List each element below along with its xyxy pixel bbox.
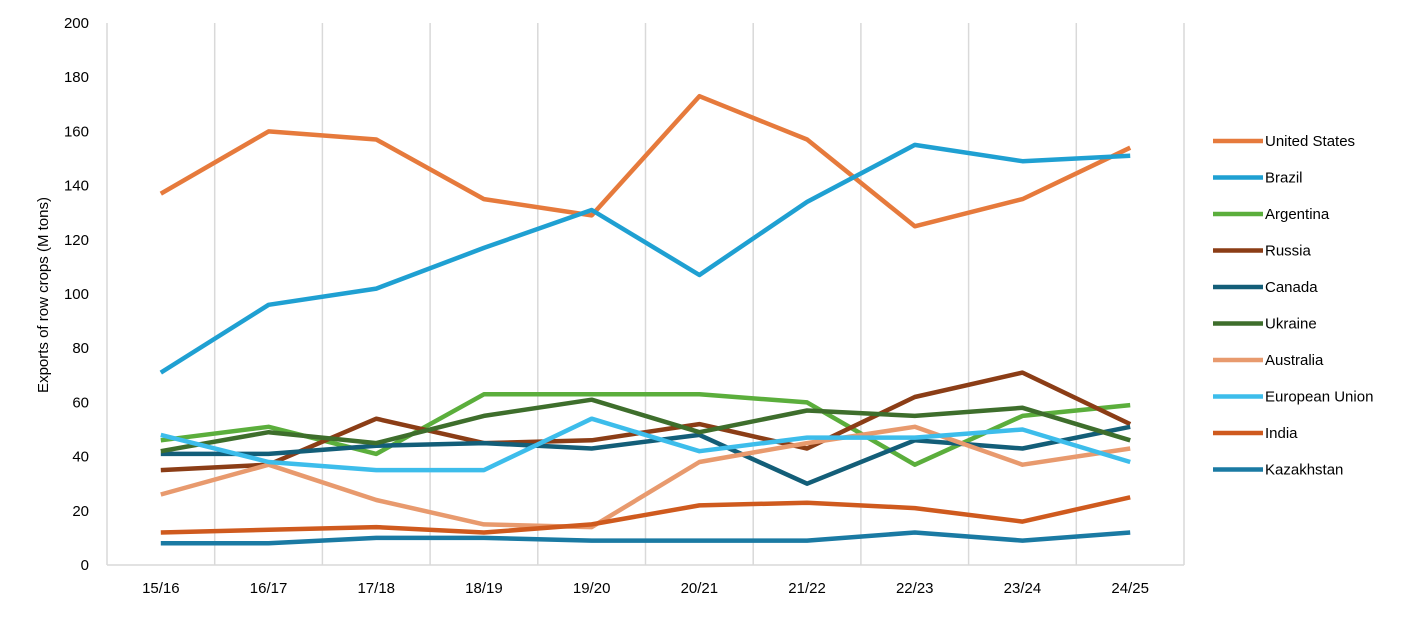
gridlines — [106, 23, 1185, 565]
legend-label-ukraine: Ukraine — [1265, 316, 1317, 333]
y-tick-label: 100 — [64, 286, 89, 303]
legend-label-european-union: European Union — [1265, 389, 1373, 406]
y-tick-label: 180 — [64, 69, 89, 86]
series-line-ukraine — [160, 397, 1131, 454]
legend-label-australia: Australia — [1265, 352, 1324, 369]
y-tick-label: 40 — [72, 449, 89, 466]
series-line-india — [160, 495, 1131, 535]
series-line-united-states — [159, 93, 1132, 229]
y-tick-label: 60 — [72, 394, 89, 411]
y-axis-title: Exports of row crops (M tons) — [35, 197, 52, 393]
legend-label-kazakhstan: Kazakhstan — [1265, 462, 1343, 479]
legend-label-india: India — [1265, 425, 1298, 442]
series-line-brazil — [159, 142, 1131, 375]
series-line-australia — [160, 424, 1131, 530]
x-tick-label: 21/22 — [788, 580, 826, 597]
legend-label-canada: Canada — [1265, 279, 1318, 296]
y-tick-label: 0 — [81, 557, 89, 574]
legend-label-united-states: United States — [1265, 133, 1355, 150]
series-line-kazakhstan — [160, 530, 1131, 546]
x-tick-label: 19/20 — [573, 580, 611, 597]
y-tick-label: 160 — [64, 123, 89, 140]
legend-label-argentina: Argentina — [1265, 206, 1330, 223]
x-tick-label: 18/19 — [465, 580, 503, 597]
series-line-russia — [160, 370, 1132, 473]
x-tick-label: 15/16 — [142, 580, 180, 597]
x-tick-label: 22/23 — [896, 580, 934, 597]
legend: United States Brazil Argentina Russia Canada… — [1213, 133, 1373, 479]
x-tick-label: 20/21 — [681, 580, 719, 597]
legend-label-russia: Russia — [1265, 243, 1312, 260]
x-tick-label: 24/25 — [1111, 580, 1149, 597]
series-line-european-union — [160, 416, 1131, 473]
series-lines — [159, 93, 1132, 546]
x-tick-label: 17/18 — [357, 580, 395, 597]
y-tick-label: 20 — [72, 503, 89, 520]
y-tick-label: 120 — [64, 232, 89, 249]
y-tick-label: 80 — [72, 340, 89, 357]
axes: 0 20 40 60 80 100 120 140 160 180 200 15/16 16/17 17/… — [64, 15, 1184, 597]
y-tick-label: 140 — [64, 178, 89, 195]
x-tick-label: 23/24 — [1004, 580, 1042, 597]
y-tick-label: 200 — [64, 15, 89, 32]
legend-label-brazil: Brazil — [1265, 170, 1303, 187]
x-tick-label: 16/17 — [250, 580, 288, 597]
